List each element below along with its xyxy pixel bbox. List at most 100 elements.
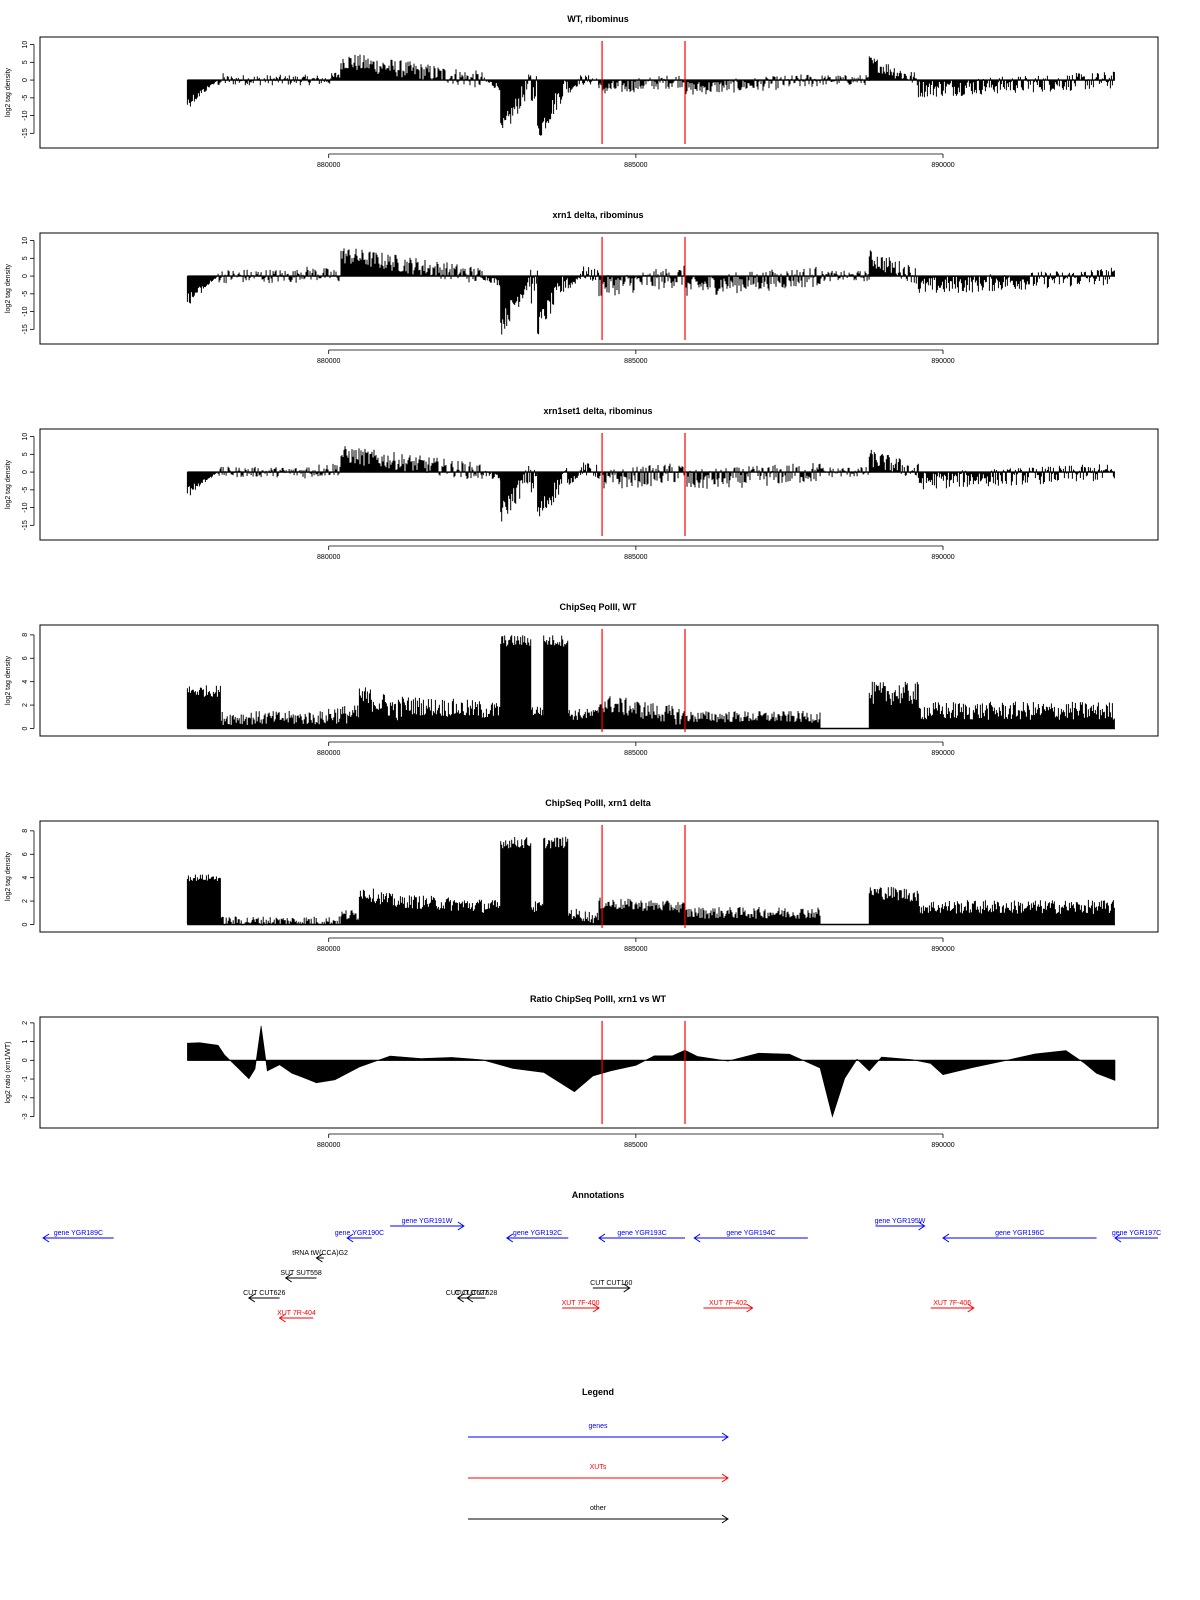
feature-arrowhead: [942, 1233, 950, 1243]
feature-gene: gene YGR196C: [942, 1230, 1097, 1243]
feature-label: XUT 7F-402: [709, 1300, 747, 1307]
feature-arrowhead: [598, 1233, 606, 1243]
x-tick-label: 890000: [931, 358, 954, 365]
feature-label: CUT CUT627: [446, 1290, 488, 1297]
feature-other: tRNA tW(CCA)G2: [292, 1250, 348, 1263]
feature-label: XUT 7F-400: [562, 1300, 600, 1307]
feature-gene: gene YGR191W: [390, 1218, 465, 1231]
feature-other: CUT CUT626: [243, 1290, 285, 1303]
y-tick-label: 4: [22, 680, 29, 684]
y-tick-label: 2: [22, 703, 29, 707]
y-tick-label: 0: [22, 726, 29, 730]
feature-arrowhead: [457, 1221, 465, 1231]
data-series: [186, 836, 1115, 926]
x-tick-label: 890000: [931, 750, 954, 757]
feature-label: gene YGR196C: [995, 1230, 1044, 1237]
feature-label: XUT 7R-404: [277, 1310, 316, 1317]
y-tick-label: 5: [22, 452, 29, 456]
y-axis-label: log2 tag density: [5, 263, 12, 313]
feature-arrowhead: [284, 1273, 292, 1283]
feature-label: gene YGR197C: [1112, 1230, 1161, 1237]
annotations-panel: Annotations gene YGR189C gene YGR190C gene …: [42, 1190, 1161, 1323]
x-axis: 880000 885000 890000: [317, 153, 955, 169]
feature-label: XUT 7F-406: [933, 1300, 971, 1307]
feature-gene: gene YGR189C: [42, 1230, 114, 1243]
feature-label: gene YGR195W: [875, 1218, 926, 1225]
feature-label: SUT SUT558: [280, 1270, 322, 1277]
plot-frame: [39, 232, 1159, 345]
x-tick-label: 890000: [931, 946, 954, 953]
feature-gene: gene YGR193C: [598, 1230, 685, 1243]
x-tick-label: 880000: [317, 1142, 340, 1149]
y-axis: 2 1 0 -1 -2 -3: [22, 1021, 35, 1120]
y-axis-label: log2 tag density: [5, 851, 12, 901]
x-tick-label: 885000: [624, 554, 647, 561]
feature-label: gene YGR193C: [617, 1230, 666, 1237]
x-tick-label: 880000: [317, 750, 340, 757]
chart-panel-chip_wt: ChipSeq PolII, WT 0 2 4 6 8 log2 tag density 88…: [5, 602, 1159, 757]
feature-label: CUT CUT628: [455, 1290, 497, 1297]
chart-panel-wt: WT, ribominus 10 5 0 -5 -10 -15 log2 tag densit…: [5, 14, 1159, 169]
y-tick-label: 4: [22, 876, 29, 880]
legend-arrowhead: [721, 1432, 729, 1442]
y-tick-label: -1: [22, 1076, 29, 1082]
plot-frame: [39, 624, 1159, 737]
feature-label: gene YGR191W: [402, 1218, 453, 1225]
y-tick-label: 0: [22, 922, 29, 926]
y-tick-label: -2: [22, 1095, 29, 1101]
y-axis: 10 5 0 -5 -10 -15: [22, 41, 35, 138]
legend-arrowhead: [721, 1473, 729, 1483]
y-tick-label: 5: [22, 60, 29, 64]
feature-label: gene YGR190C: [335, 1230, 384, 1237]
signal-bars: [186, 836, 1115, 926]
signal-bars: [186, 446, 1115, 522]
feature-gene: gene YGR192C: [505, 1230, 569, 1243]
feature-other: CUT CUT160: [590, 1280, 633, 1293]
y-axis: 10 5 0 -5 -10 -15: [22, 237, 35, 334]
y-axis-label: log2 ratio (xrn1/WT): [5, 1042, 12, 1104]
y-tick-label: 1: [22, 1040, 29, 1044]
y-tick-label: -15: [22, 128, 29, 138]
legend-title: Legend: [582, 1387, 614, 1397]
feature-arrowhead: [346, 1233, 354, 1243]
feature-arrowhead: [746, 1303, 754, 1313]
y-tick-label: 5: [22, 256, 29, 260]
chart-panel-xrn1set1: xrn1set1 delta, ribominus 10 5 0 -5 -10 -15 log…: [5, 406, 1159, 561]
data-series: [186, 54, 1115, 136]
signal-bars: [186, 54, 1115, 136]
feature-label: gene YGR194C: [726, 1230, 775, 1237]
feature-label: tRNA tW(CCA)G2: [292, 1250, 348, 1257]
y-axis-label: log2 tag density: [5, 655, 12, 705]
y-axis-label: log2 tag density: [5, 67, 12, 117]
x-tick-label: 880000: [317, 162, 340, 169]
feature-arrowhead: [592, 1303, 600, 1313]
feature-label: CUT CUT160: [590, 1280, 632, 1287]
y-tick-label: 8: [22, 829, 29, 833]
annotations-title: Annotations: [572, 1190, 625, 1200]
feature-arrowhead: [247, 1293, 256, 1303]
y-axis: 10 5 0 -5 -10 -15: [22, 433, 35, 530]
legend: Legend genes XUTs other: [468, 1387, 729, 1524]
ratio-area: [187, 1025, 1116, 1118]
data-series: [186, 635, 1115, 730]
x-tick-label: 880000: [317, 358, 340, 365]
feature-arrowhead: [623, 1283, 631, 1293]
feature-arrowhead: [693, 1233, 701, 1243]
feature-xut: XUT 7F-400: [562, 1300, 600, 1313]
feature-xut: XUT 7F-406: [930, 1300, 975, 1313]
plot-frame: [39, 820, 1159, 933]
feature-gene: gene YGR194C: [693, 1230, 808, 1243]
y-tick-label: 8: [22, 633, 29, 637]
feature-gene: gene YGR197C: [1112, 1230, 1161, 1243]
feature-xut: XUT 7R-404: [277, 1310, 316, 1323]
y-tick-label: -10: [22, 306, 29, 316]
feature-other: SUT SUT558: [280, 1270, 322, 1283]
feature-arrowhead: [505, 1233, 514, 1243]
legend-item: XUTs: [468, 1464, 729, 1483]
chart-panel-ratio: Ratio ChipSeq PolII, xrn1 vs WT 2 1 0 -1 -2 -3…: [5, 994, 1159, 1149]
feature-arrowhead: [42, 1233, 50, 1243]
feature-gene: gene YGR190C: [335, 1230, 384, 1243]
y-tick-label: 10: [22, 237, 29, 245]
feature-label: gene YGR192C: [513, 1230, 562, 1237]
